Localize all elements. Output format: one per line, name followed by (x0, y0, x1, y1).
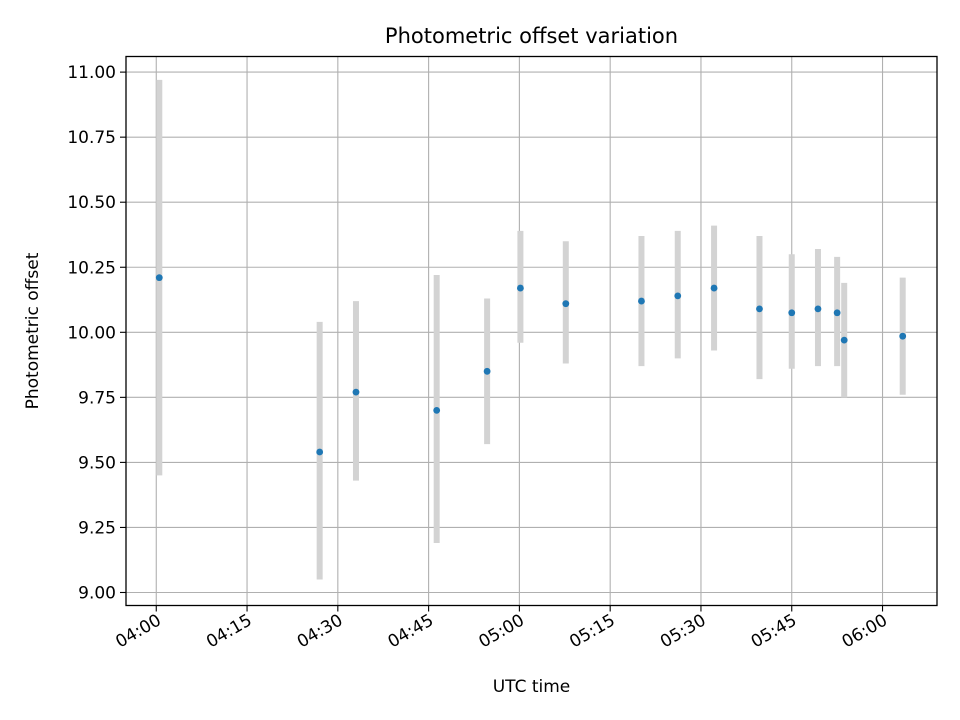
data-point (562, 300, 570, 308)
y-tick-label: 10.75 (67, 128, 116, 148)
y-tick-label: 9.00 (78, 583, 116, 603)
data-point (899, 332, 907, 340)
data-point (833, 309, 841, 317)
y-tick-label: 10.00 (67, 323, 116, 343)
y-tick-label: 9.25 (78, 518, 116, 538)
data-point (352, 388, 360, 396)
data-point (840, 336, 848, 344)
grid (126, 56, 937, 606)
data-point (517, 284, 524, 292)
data-point (316, 448, 324, 456)
y-axis-label: Photometric offset (23, 252, 43, 409)
y-axis: 9.00 9.25 9.50 9.75 10.00 10.25 10.50 10.75 11.0… (67, 63, 126, 603)
data-point (433, 406, 441, 414)
y-tick-label: 9.50 (78, 453, 116, 473)
data-points (155, 274, 907, 456)
data-point (788, 309, 796, 317)
data-point (483, 367, 491, 375)
data-point (674, 292, 682, 300)
y-tick-label: 9.75 (78, 388, 116, 408)
y-tick-label: 10.50 (67, 193, 116, 213)
data-point (814, 305, 822, 313)
x-axis-label: UTC time (493, 677, 571, 697)
chart-title: Photometric offset variation (385, 24, 678, 48)
data-point (710, 284, 718, 292)
data-point (155, 274, 163, 282)
data-point (756, 305, 763, 313)
plot-frame (125, 55, 938, 607)
y-tick-label: 10.25 (67, 258, 116, 278)
y-tick-label: 11.00 (67, 63, 116, 83)
data-point (638, 297, 645, 305)
